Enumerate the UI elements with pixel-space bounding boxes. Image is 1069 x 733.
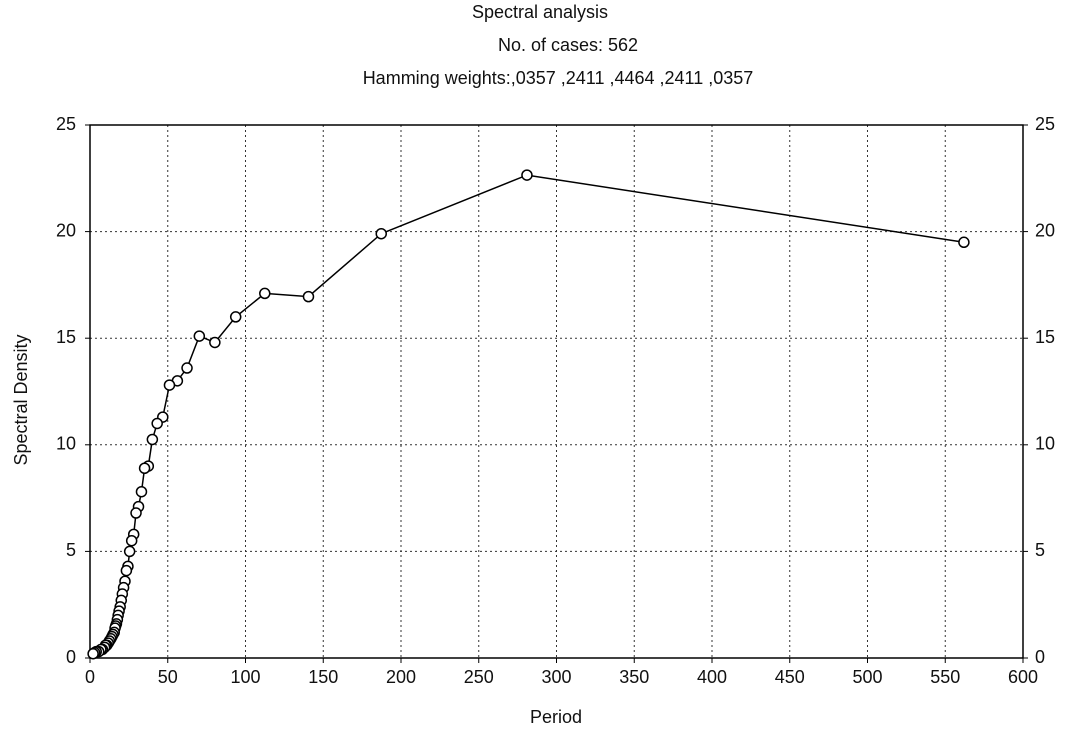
x-tick-label: 0 xyxy=(85,667,95,687)
chart-subtitle: No. of cases: 562 xyxy=(498,35,638,55)
annotation: Hamming weights:,0357 ,2411 ,4464 ,2411 … xyxy=(363,68,754,88)
point xyxy=(163,379,176,391)
point xyxy=(125,534,138,547)
x-tick-label: 450 xyxy=(775,667,805,687)
y2-tick-label: 5 xyxy=(1035,540,1045,560)
point xyxy=(181,362,193,374)
x-tick-label: 500 xyxy=(852,667,882,687)
plot-frame xyxy=(89,124,1024,659)
x-tick-label: 350 xyxy=(619,667,649,687)
point xyxy=(130,507,142,519)
point xyxy=(146,433,159,446)
x-tick-label: 600 xyxy=(1008,667,1038,687)
point xyxy=(229,311,242,323)
point xyxy=(120,564,133,577)
x-tick-label: 100 xyxy=(230,667,260,687)
point xyxy=(151,417,163,430)
point xyxy=(958,236,970,249)
point xyxy=(259,287,271,300)
x-tick-label: 250 xyxy=(464,667,494,687)
point xyxy=(521,169,533,181)
y2-tick-label: 10 xyxy=(1035,434,1055,454)
y-tick-label: 25 xyxy=(56,114,76,134)
x-tick-label: 200 xyxy=(386,667,416,687)
point xyxy=(193,330,206,342)
x-tick-label: 550 xyxy=(930,667,960,687)
point xyxy=(87,647,99,660)
point xyxy=(138,462,151,475)
point xyxy=(135,485,148,498)
y2-tick-label: 25 xyxy=(1035,114,1055,134)
y-tick-label: 20 xyxy=(56,220,76,240)
point xyxy=(123,545,136,558)
y-tick-label: 10 xyxy=(56,434,76,454)
y-tick-label: 5 xyxy=(66,540,76,560)
chart-title: Spectral analysis xyxy=(472,2,608,22)
line xyxy=(92,174,965,655)
x-tick-label: 50 xyxy=(158,667,178,687)
point xyxy=(302,290,315,303)
point xyxy=(375,227,388,240)
point xyxy=(209,336,221,349)
x-tick-label: 400 xyxy=(697,667,727,687)
y2-tick-label: 15 xyxy=(1035,327,1055,347)
x-axis-label: Period xyxy=(530,707,582,727)
y-tick-label: 15 xyxy=(56,327,76,347)
x-tick-label: 300 xyxy=(541,667,571,687)
y-tick-label: 0 xyxy=(66,647,76,667)
y-axis-label: Spectral Density xyxy=(11,334,31,465)
y2-tick-label: 0 xyxy=(1035,647,1045,667)
x-tick-label: 150 xyxy=(308,667,338,687)
y2-tick-label: 20 xyxy=(1035,220,1055,240)
